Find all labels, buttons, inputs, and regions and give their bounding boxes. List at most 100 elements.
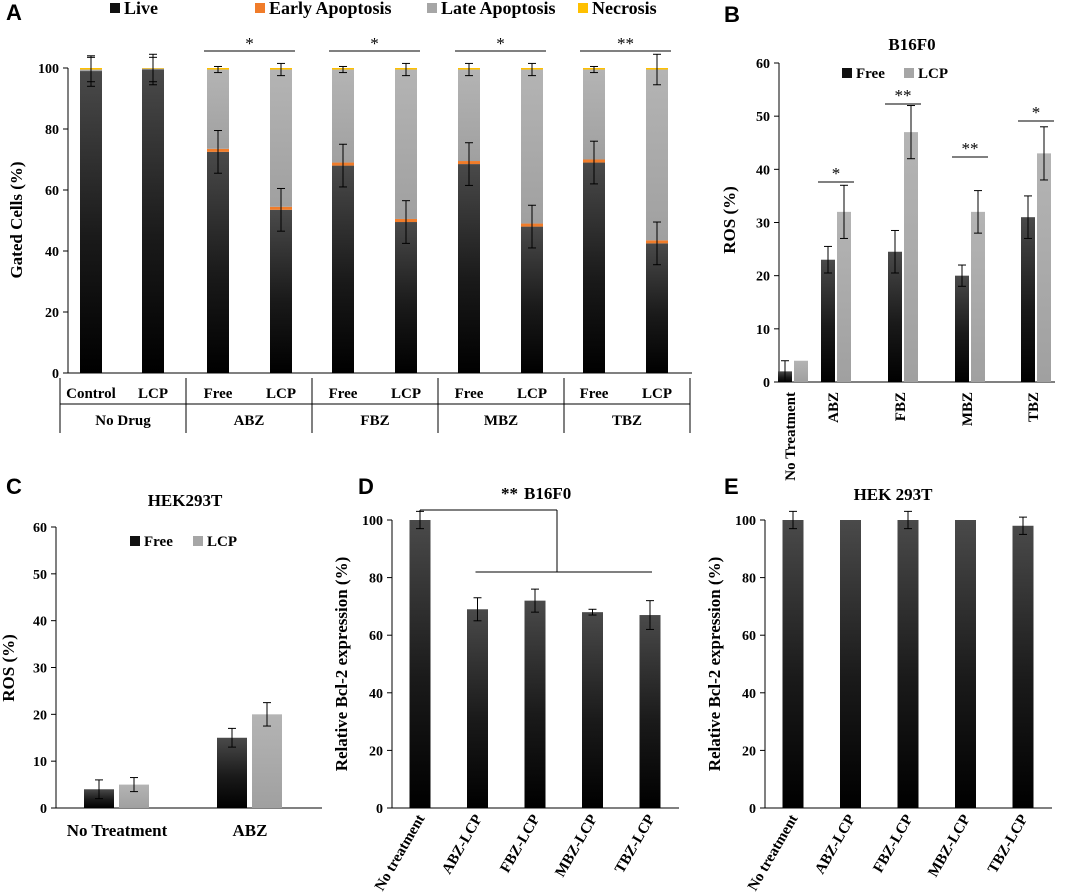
panel-a-legend-swatch: [578, 3, 588, 13]
panel-a-category-label: LCP: [642, 386, 672, 402]
panel-b-bar-free: [1021, 217, 1035, 382]
panel-a-group-label: MBZ: [484, 413, 518, 429]
panel-e-bar: [1012, 525, 1034, 808]
panel-d-significance-label: **: [501, 484, 518, 503]
panel-a-significance-label: *: [370, 34, 379, 53]
panel-e-bar: [782, 520, 804, 808]
panel-d-y-tick-label: 0: [376, 802, 383, 817]
panel-b-category-label: FBZ: [893, 392, 909, 421]
panel-a-group-label: No Drug: [95, 413, 151, 429]
panel-a-legend-label: Early Apoptosis: [269, 0, 392, 18]
panel-d-bar: [409, 520, 431, 808]
panel-a-y-tick-label: 0: [52, 367, 59, 382]
panel-a-category-label: LCP: [138, 386, 168, 402]
panel-c-y-axis-title: ROS (%): [0, 634, 18, 702]
panel-e-bar: [840, 520, 861, 808]
panel-letter-b: B: [724, 2, 740, 27]
panel-b-y-tick-label: 60: [756, 57, 770, 72]
panel-a-bar-late-apoptosis: [270, 69, 292, 207]
panel-b-y-tick-label: 20: [756, 270, 770, 285]
panel-d-title: B16F0: [524, 484, 571, 503]
panel-a-y-tick-label: 100: [38, 62, 59, 77]
panel-a-category-label: LCP: [391, 386, 421, 402]
panel-e-y-tick-label: 0: [749, 802, 756, 817]
panel-a-group-label: TBZ: [612, 413, 642, 429]
panel-d-category-label: No treatment: [372, 812, 428, 894]
panel-d-bar: [467, 609, 488, 808]
panel-a-bar-late-apoptosis: [646, 69, 668, 241]
panel-c-y-tick-label: 10: [33, 755, 47, 770]
panel-d-y-tick-label: 40: [369, 687, 383, 702]
panel-d-bar: [639, 615, 661, 808]
panel-a-y-tick-label: 60: [45, 184, 59, 199]
panel-a-bar-live: [646, 243, 668, 373]
panel-a-legend-label: Necrosis: [592, 0, 657, 18]
panel-a-category-label: LCP: [517, 386, 547, 402]
panel-e-y-tick-label: 80: [742, 572, 756, 587]
panel-b-bar-lcp: [1037, 153, 1051, 382]
panel-b-significance-label: *: [832, 164, 841, 183]
panel-a-legend-swatch: [427, 3, 437, 13]
panel-e-bcl2-hek293t-chart: 0 20 40 60 80 100 Relative Bcl-2 expression (%…: [705, 485, 1052, 894]
panel-b-significance-label: **: [895, 86, 912, 105]
panel-a-legend-label: Late Apoptosis: [441, 0, 556, 18]
panel-a-category-label: Free: [204, 386, 233, 402]
panel-letter-d: D: [358, 474, 374, 499]
panel-e-category-label: TBZ-LCP: [985, 812, 1031, 876]
panel-d-y-tick-label: 100: [362, 514, 383, 529]
panel-b-category-label: No Treatment: [783, 392, 799, 481]
panel-b-bar-lcp: [794, 360, 808, 382]
panel-a-y-tick-label: 40: [45, 245, 59, 260]
panel-a-bar-late-apoptosis: [583, 69, 605, 160]
panel-b-legend-swatch-free: [842, 68, 852, 78]
panel-c-y-tick-label: 30: [33, 662, 47, 677]
panel-e-bar: [955, 520, 976, 808]
panel-c-title: HEK293T: [148, 491, 223, 510]
panel-c-bar-lcp: [252, 714, 282, 808]
panel-a-stacked-bar-chart: 0 20 40 60 80 100 Gated Cells (%) Live Early Apo…: [7, 0, 692, 433]
panel-d-category-label: FBZ-LCP: [498, 812, 544, 876]
panel-d-y-tick-label: 60: [369, 629, 383, 644]
panel-b-y-tick-label: 50: [756, 110, 770, 125]
panel-b-legend-label-free: Free: [856, 66, 885, 82]
panel-b-bar-free: [888, 251, 902, 382]
panel-a-category-label: Free: [580, 386, 609, 402]
panel-a-group-label: ABZ: [234, 413, 265, 429]
panel-c-legend-swatch-lcp: [193, 536, 203, 546]
panel-a-bar-live: [142, 69, 164, 374]
panel-a-legend-label: Live: [124, 0, 158, 18]
panel-c-ros-hek293t-chart: 0 10 20 30 40 50 60 ROS (%) HEK293T Free LCP No Tre…: [0, 491, 322, 840]
panel-b-y-tick-label: 10: [756, 323, 770, 338]
panel-a-bar-late-apoptosis: [395, 69, 417, 219]
panel-d-y-tick-label: 80: [369, 572, 383, 587]
panel-b-significance-label: *: [1032, 103, 1041, 122]
panel-b-legend-label-lcp: LCP: [918, 66, 948, 82]
panel-b-y-tick-label: 30: [756, 217, 770, 232]
panel-c-legend-swatch-free: [130, 536, 140, 546]
panel-d-bcl2-b16f0-chart: 0 20 40 60 80 100 Relative Bcl-2 expression (%…: [332, 484, 679, 894]
panel-b-bar-lcp: [971, 211, 985, 382]
panel-d-category-label: ABZ-LCP: [439, 812, 486, 877]
panel-c-y-tick-label: 20: [33, 708, 47, 723]
panel-letter-c: C: [6, 474, 22, 499]
panel-a-bar-live: [521, 226, 543, 373]
panel-b-y-axis-title: ROS (%): [720, 186, 739, 254]
panel-a-bar-live: [395, 222, 417, 373]
panel-letter-e: E: [724, 474, 739, 499]
panel-a-category-label: Free: [455, 386, 484, 402]
panel-a-category-label: Control: [66, 386, 116, 402]
panel-d-category-label: MBZ-LCP: [553, 812, 601, 880]
panel-e-category-label: No treatment: [745, 812, 801, 894]
panel-a-significance-label: *: [496, 34, 505, 53]
panel-d-bar: [582, 612, 603, 808]
panel-c-legend-label-lcp: LCP: [207, 534, 237, 550]
panel-letter-a: A: [6, 0, 22, 25]
panel-a-y-axis-title: Gated Cells (%): [7, 161, 26, 278]
panel-e-category-label: FBZ-LCP: [871, 812, 917, 876]
panel-a-y-tick-label: 20: [45, 306, 59, 321]
panel-c-y-tick-label: 60: [33, 521, 47, 536]
panel-e-y-tick-label: 100: [735, 514, 756, 529]
panel-c-y-tick-label: 40: [33, 615, 47, 630]
panel-a-bar-late-apoptosis: [458, 69, 480, 162]
